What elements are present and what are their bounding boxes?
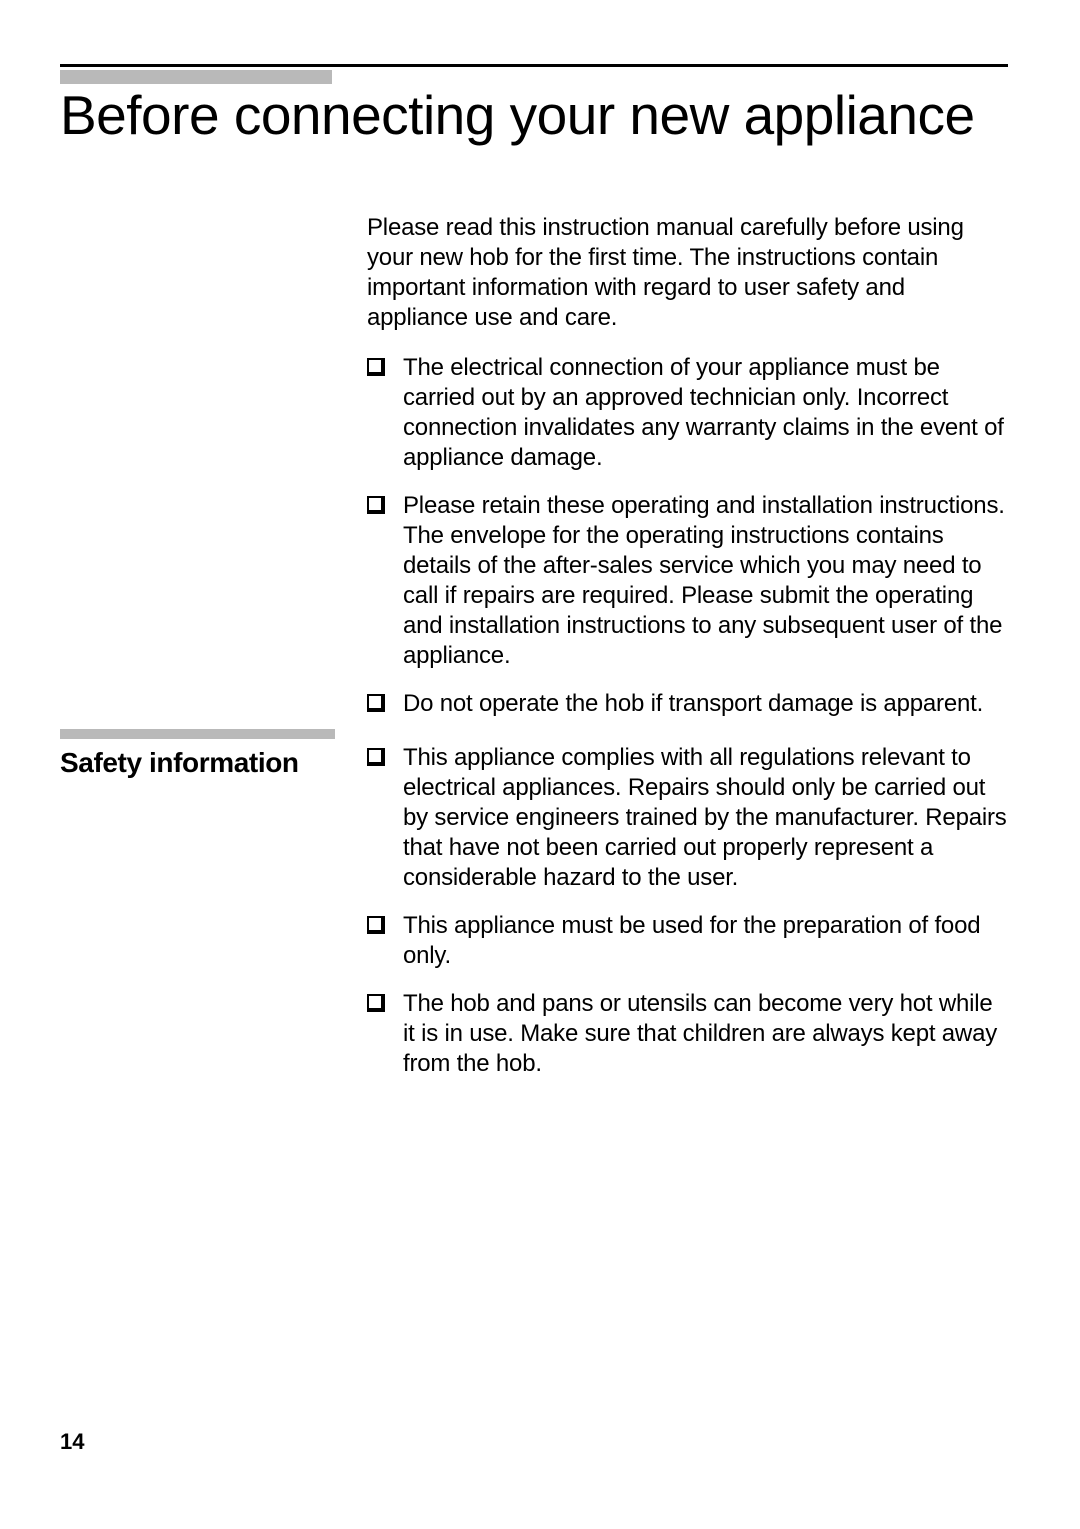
manual-page: Before connecting your new appliance Saf… [0,0,1080,1529]
checkbox-bullet-icon [367,748,385,766]
bullet-text: Do not operate the hob if transport dama… [403,690,983,717]
bullet-text: Please retain these operating and instal… [403,492,1005,669]
bullet-text: The electrical connection of your applia… [403,354,1004,471]
bullet-item: Please retain these operating and instal… [367,491,1008,671]
top-horizontal-rule [60,64,1008,67]
chapter-accent-bar [60,70,332,84]
chapter-title: Before connecting your new appliance [60,86,1008,145]
bullet-text: This appliance must be used for the prep… [403,912,980,969]
two-column-layout: Safety information Please read this inst… [60,213,1008,1097]
bullet-text: This appliance complies with all regulat… [403,744,1007,891]
bullet-item: The electrical connection of your applia… [367,353,1008,473]
right-column: Please read this instruction manual care… [367,213,1008,1097]
left-column: Safety information [60,213,335,1097]
checkbox-bullet-icon [367,694,385,712]
intro-paragraph: Please read this instruction manual care… [367,213,1008,333]
bullet-item: This appliance complies with all regulat… [367,743,1008,893]
checkbox-bullet-icon [367,496,385,514]
section-heading: Safety information [60,747,335,779]
bullet-item: This appliance must be used for the prep… [367,911,1008,971]
bullet-list-1: The electrical connection of your applia… [367,353,1008,719]
bullet-item: Do not operate the hob if transport dama… [367,689,1008,719]
checkbox-bullet-icon [367,916,385,934]
left-column-spacer [60,213,335,729]
section-accent-bar [60,729,335,739]
checkbox-bullet-icon [367,358,385,376]
page-number: 14 [60,1429,84,1455]
bullet-list-2: This appliance complies with all regulat… [367,743,1008,1079]
bullet-item: The hob and pans or utensils can become … [367,989,1008,1079]
bullet-text: The hob and pans or utensils can become … [403,990,997,1077]
checkbox-bullet-icon [367,994,385,1012]
